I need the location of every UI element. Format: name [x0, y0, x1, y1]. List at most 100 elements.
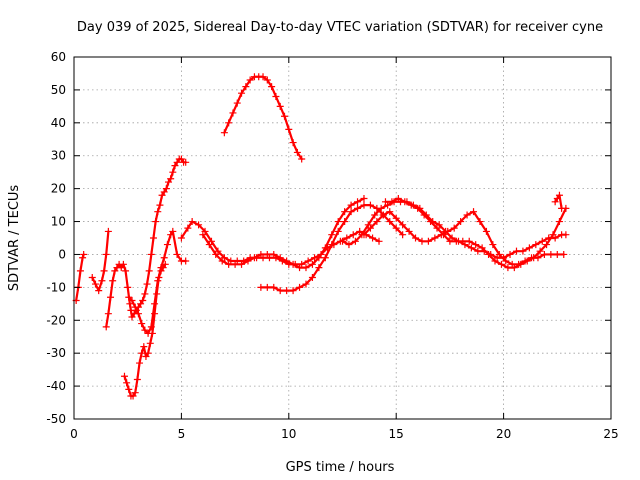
data-point-marker [289, 139, 297, 147]
series-arc-7 [199, 195, 368, 272]
y-axis-label: SDTVAR / TECUs [7, 185, 22, 292]
data-point-marker [98, 277, 106, 285]
data-point-marker [392, 214, 400, 222]
y-tick-label: -30 [46, 346, 66, 360]
data-point-marker [547, 250, 555, 258]
data-point-marker [156, 201, 164, 209]
data-point-marker [225, 260, 233, 268]
data-point-marker [366, 201, 374, 209]
data-point-marker [212, 250, 220, 258]
data-point-marker [250, 254, 258, 262]
data-point-marker [120, 372, 128, 380]
data-point-marker [334, 227, 342, 235]
data-point-marker [371, 211, 379, 219]
plot-frame [73, 56, 612, 420]
data-point-marker [167, 175, 175, 183]
data-point-marker [169, 168, 177, 176]
data-point-marker [394, 195, 402, 203]
data-point-marker [536, 247, 544, 255]
data-point-marker [259, 73, 267, 81]
y-tick-label: 40 [51, 116, 66, 130]
series-arc-11 [360, 208, 568, 268]
data-point-marker [119, 260, 127, 268]
data-point-marker [272, 92, 280, 100]
data-point-marker [246, 76, 254, 84]
data-point-marker [302, 280, 310, 288]
data-point-marker [474, 247, 482, 255]
data-point-marker [149, 234, 157, 242]
series-line [91, 230, 110, 292]
data-point-marker [375, 237, 383, 245]
data-point-marker [263, 250, 271, 258]
data-point-marker [538, 237, 546, 245]
series-arc-2 [88, 227, 112, 295]
data-point-marker [519, 247, 527, 255]
x-tick-label: 5 [178, 427, 186, 441]
data-point-marker [558, 204, 566, 212]
y-tick-label: 20 [51, 182, 66, 196]
data-point-marker [381, 198, 389, 206]
data-point-marker [100, 267, 108, 275]
data-point-marker [347, 201, 355, 209]
series-arc-12 [381, 195, 570, 272]
data-point-marker [427, 218, 435, 226]
data-point-marker [225, 119, 233, 127]
data-point-marker [160, 254, 168, 262]
data-point-marker [525, 244, 533, 252]
data-point-marker [169, 227, 177, 235]
series-arc-3 [102, 155, 190, 331]
data-point-marker [289, 287, 297, 295]
data-point-marker [283, 257, 291, 265]
data-point-marker [138, 320, 146, 328]
data-point-marker [321, 244, 329, 252]
data-point-marker [205, 241, 213, 249]
data-point-marker [502, 257, 510, 265]
data-point-marker [450, 224, 458, 232]
data-point-marker [452, 237, 460, 245]
data-point-marker [504, 264, 512, 272]
data-point-marker [138, 349, 146, 357]
data-point-marker [489, 241, 497, 249]
data-point-marker [125, 293, 133, 301]
y-tick-label: 10 [51, 215, 66, 229]
data-point-marker [349, 231, 357, 239]
data-point-marker [177, 234, 185, 242]
data-point-marker [125, 385, 133, 393]
data-point-marker [399, 221, 407, 229]
data-point-marker [465, 237, 473, 245]
data-point-marker [304, 257, 312, 265]
data-point-marker [154, 208, 162, 216]
data-point-marker [141, 326, 149, 334]
data-point-marker [392, 224, 400, 232]
data-point-marker [91, 280, 99, 288]
data-point-marker [231, 260, 239, 268]
data-point-marker [457, 218, 465, 226]
data-point-marker [128, 297, 136, 305]
data-point-marker [420, 211, 428, 219]
data-point-marker [143, 280, 151, 288]
data-point-marker [366, 224, 374, 232]
data-point-marker [80, 250, 88, 258]
data-point-marker [321, 254, 329, 262]
data-point-marker [347, 208, 355, 216]
data-point-marker [107, 293, 115, 301]
data-point-marker [220, 129, 228, 137]
data-point-marker [386, 208, 394, 216]
data-point-marker [386, 218, 394, 226]
data-point-marker [407, 201, 415, 209]
data-point-marker [147, 250, 155, 258]
data-point-marker [229, 109, 237, 117]
data-point-marker [433, 224, 441, 232]
y-tick-label: 60 [51, 50, 66, 64]
data-point-marker [146, 339, 154, 347]
data-point-marker [188, 218, 196, 226]
data-point-marker [360, 195, 368, 203]
data-point-marker [199, 231, 207, 239]
data-point-marker [218, 257, 226, 265]
data-point-marker [412, 234, 420, 242]
data-point-marker [296, 283, 304, 291]
data-point-marker [140, 343, 148, 351]
data-point-marker [147, 323, 155, 331]
x-tick-label: 20 [496, 427, 511, 441]
series-line [75, 253, 85, 302]
